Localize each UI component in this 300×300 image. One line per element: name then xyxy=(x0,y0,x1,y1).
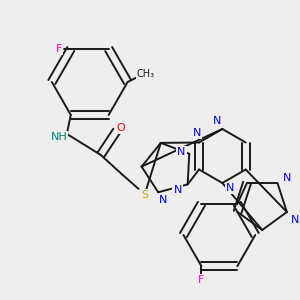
Text: CH₃: CH₃ xyxy=(136,69,154,79)
Text: N: N xyxy=(173,185,182,195)
Text: N: N xyxy=(159,195,167,205)
Text: NH: NH xyxy=(50,132,67,142)
Text: N: N xyxy=(226,183,235,193)
Text: N: N xyxy=(193,128,201,137)
Text: N: N xyxy=(177,147,185,157)
Text: N: N xyxy=(213,116,222,126)
Text: N: N xyxy=(291,215,299,225)
Text: F: F xyxy=(198,275,205,285)
Text: F: F xyxy=(56,44,62,54)
Text: S: S xyxy=(141,190,148,200)
Text: O: O xyxy=(116,123,125,133)
Text: N: N xyxy=(283,173,292,183)
